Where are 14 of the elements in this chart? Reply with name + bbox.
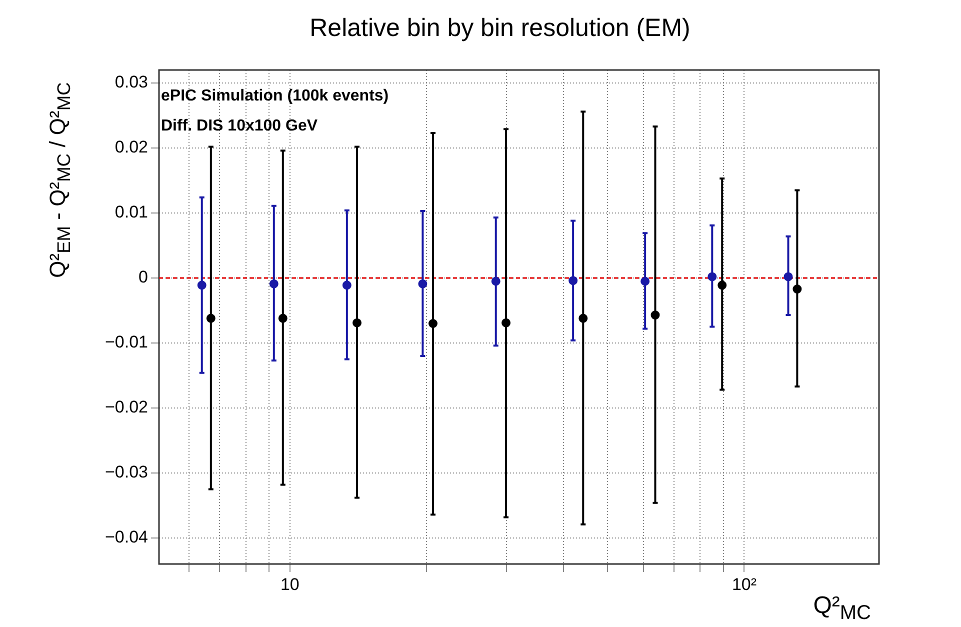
chart-title: Relative bin by bin resolution (EM): [308, 14, 692, 43]
y-tick-label: 0.02: [114, 138, 148, 157]
y-tick-label: −0.04: [104, 528, 148, 547]
annotation: Diff. DIS 10x100 GeV: [161, 117, 318, 134]
y-tick-label: 0.03: [114, 72, 148, 92]
y-tick-label: 0: [138, 268, 148, 287]
y-tick-label: −0.03: [104, 462, 148, 482]
y-tick-label: −0.02: [104, 398, 148, 417]
annotation: ePIC Simulation (100k events): [161, 87, 389, 104]
y-tick-label: 0.01: [114, 202, 148, 222]
x-tick-label: 10²: [732, 574, 757, 594]
y-tick-label: −0.01: [104, 332, 148, 352]
x-tick-label: 10: [280, 574, 300, 594]
x-axis-title: Q²$_{MC}$: [813, 592, 871, 625]
